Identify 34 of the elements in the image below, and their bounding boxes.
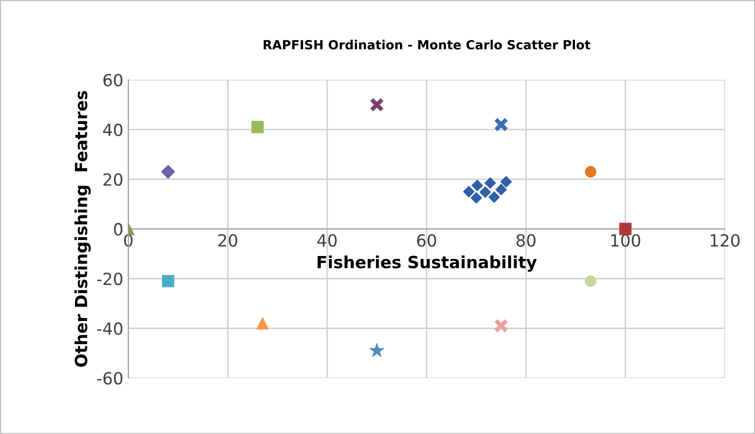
y-tick-label: 20 <box>104 173 122 186</box>
x-axis-title: Fisheries Sustainability <box>318 255 537 272</box>
point <box>370 97 384 112</box>
point <box>256 317 269 330</box>
y-axis-title: Other Distingishing Features <box>74 91 91 367</box>
x-tick-label: 100 <box>611 234 640 247</box>
point <box>488 191 500 203</box>
point <box>484 177 496 189</box>
point <box>495 184 507 196</box>
point <box>494 117 508 132</box>
point <box>161 164 176 179</box>
x-tick-label: 120 <box>710 234 740 247</box>
y-tick-label: 60 <box>103 74 122 86</box>
y-tick-label: 40 <box>103 124 122 136</box>
x-tick-label: 80 <box>516 234 536 247</box>
y-tick-label: -40 <box>97 322 122 335</box>
point <box>251 120 264 134</box>
point <box>494 318 508 334</box>
point <box>472 180 484 192</box>
chart-title: RAPFISH Ordination - Monte Carlo Scatter Plot <box>264 40 590 50</box>
x-tick-label: 60 <box>417 234 436 247</box>
point <box>370 343 384 357</box>
x-tick-label: 40 <box>317 234 337 247</box>
y-tick-label: -20 <box>97 272 122 286</box>
point <box>584 166 596 178</box>
point <box>470 192 482 204</box>
y-tick-label: 0 <box>114 222 122 236</box>
point <box>162 274 174 288</box>
point <box>500 176 512 188</box>
point <box>584 275 596 287</box>
y-tick-label: -60 <box>97 372 122 385</box>
point <box>479 186 491 198</box>
point <box>463 186 475 198</box>
x-tick-label: 20 <box>218 234 238 247</box>
